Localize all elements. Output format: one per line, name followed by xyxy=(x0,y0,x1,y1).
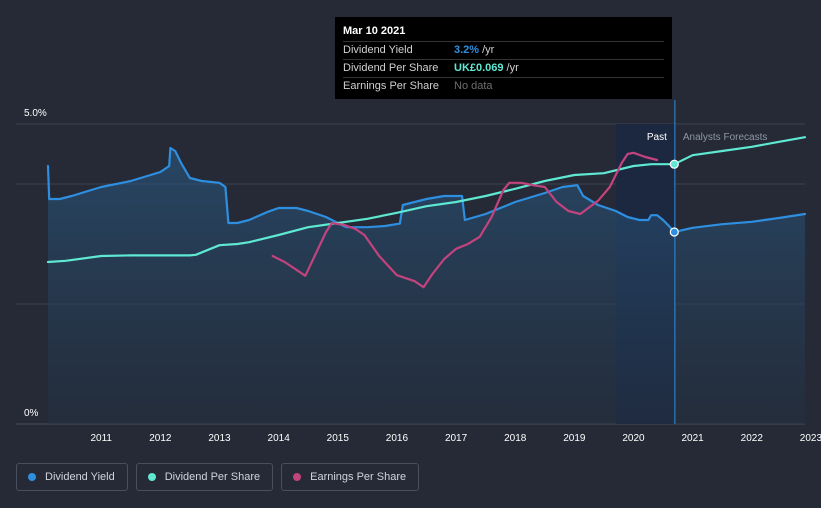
x-tick-label: 2014 xyxy=(268,433,291,444)
x-tick-label: 2019 xyxy=(563,433,586,444)
x-tick-label: 2016 xyxy=(386,433,409,444)
dividend-per-share-marker xyxy=(669,159,679,169)
forecast-label: Analysts Forecasts xyxy=(683,132,767,143)
legend-item-earnings-per-share[interactable]: Earnings Per Share xyxy=(281,463,420,491)
legend-dot-icon xyxy=(147,473,156,481)
tooltip-value: 3.2% xyxy=(454,44,480,56)
dividend-yield-line xyxy=(46,146,807,234)
tooltip-unit: /yr xyxy=(506,62,519,74)
tooltip-label: Earnings Per Share xyxy=(343,80,439,92)
legend-item-dividend-yield[interactable]: Dividend Yield xyxy=(16,463,128,491)
dividend-yield-marker xyxy=(669,227,679,237)
tooltip-unit: /yr xyxy=(482,44,495,56)
x-tick-label: 2018 xyxy=(504,433,527,444)
x-tick-label: 2020 xyxy=(622,433,645,444)
x-tick-label: 2023 xyxy=(800,433,821,444)
marker-layer xyxy=(669,159,679,237)
legend-dot-icon xyxy=(293,473,302,481)
legend-item-dividend-per-share[interactable]: Dividend Per Share xyxy=(135,463,274,491)
tooltip-value: UK£0.069 xyxy=(454,62,504,74)
x-tick-label: 2015 xyxy=(327,433,350,444)
legend-dot-icon xyxy=(28,473,36,481)
tooltip-value: No data xyxy=(454,80,493,92)
tooltip-label: Dividend Yield xyxy=(343,44,413,56)
past-label: Past xyxy=(647,132,667,143)
x-tick-label: 2021 xyxy=(682,433,705,444)
tooltip-row-dividend-per-share: Dividend Per Share UK£0.069 /yr xyxy=(343,59,664,77)
x-tick-label: 2012 xyxy=(149,433,172,444)
x-tick-label: 2013 xyxy=(208,433,231,444)
x-tick-label: 2022 xyxy=(741,433,764,444)
area-layer xyxy=(48,148,805,424)
tooltip-row-earnings-per-share: Earnings Per Share No data xyxy=(343,77,664,95)
earnings-per-share-line xyxy=(271,151,659,289)
legend: Dividend Yield Dividend Per Share Earnin… xyxy=(16,463,427,491)
tooltip: Mar 10 2021 Dividend Yield 3.2% /yr Divi… xyxy=(335,17,672,99)
x-tick-label: 2017 xyxy=(445,433,468,444)
tooltip-date: Mar 10 2021 xyxy=(343,25,406,37)
legend-label: Dividend Yield xyxy=(45,471,115,483)
tooltip-row-dividend-yield: Dividend Yield 3.2% /yr xyxy=(343,41,664,59)
legend-label: Earnings Per Share xyxy=(310,471,407,483)
y-tick-label: 5.0% xyxy=(24,108,47,119)
legend-label: Dividend Per Share xyxy=(164,471,261,483)
y-tick-label: 0% xyxy=(24,408,39,419)
dividend-yield-area xyxy=(48,148,805,424)
tooltip-label: Dividend Per Share xyxy=(343,62,439,74)
axis-layer: 5.0% 0% 2011 2012 2013 2014 2015 2016 2017 2018 20… xyxy=(24,108,821,444)
x-tick-label: 2011 xyxy=(90,433,112,444)
